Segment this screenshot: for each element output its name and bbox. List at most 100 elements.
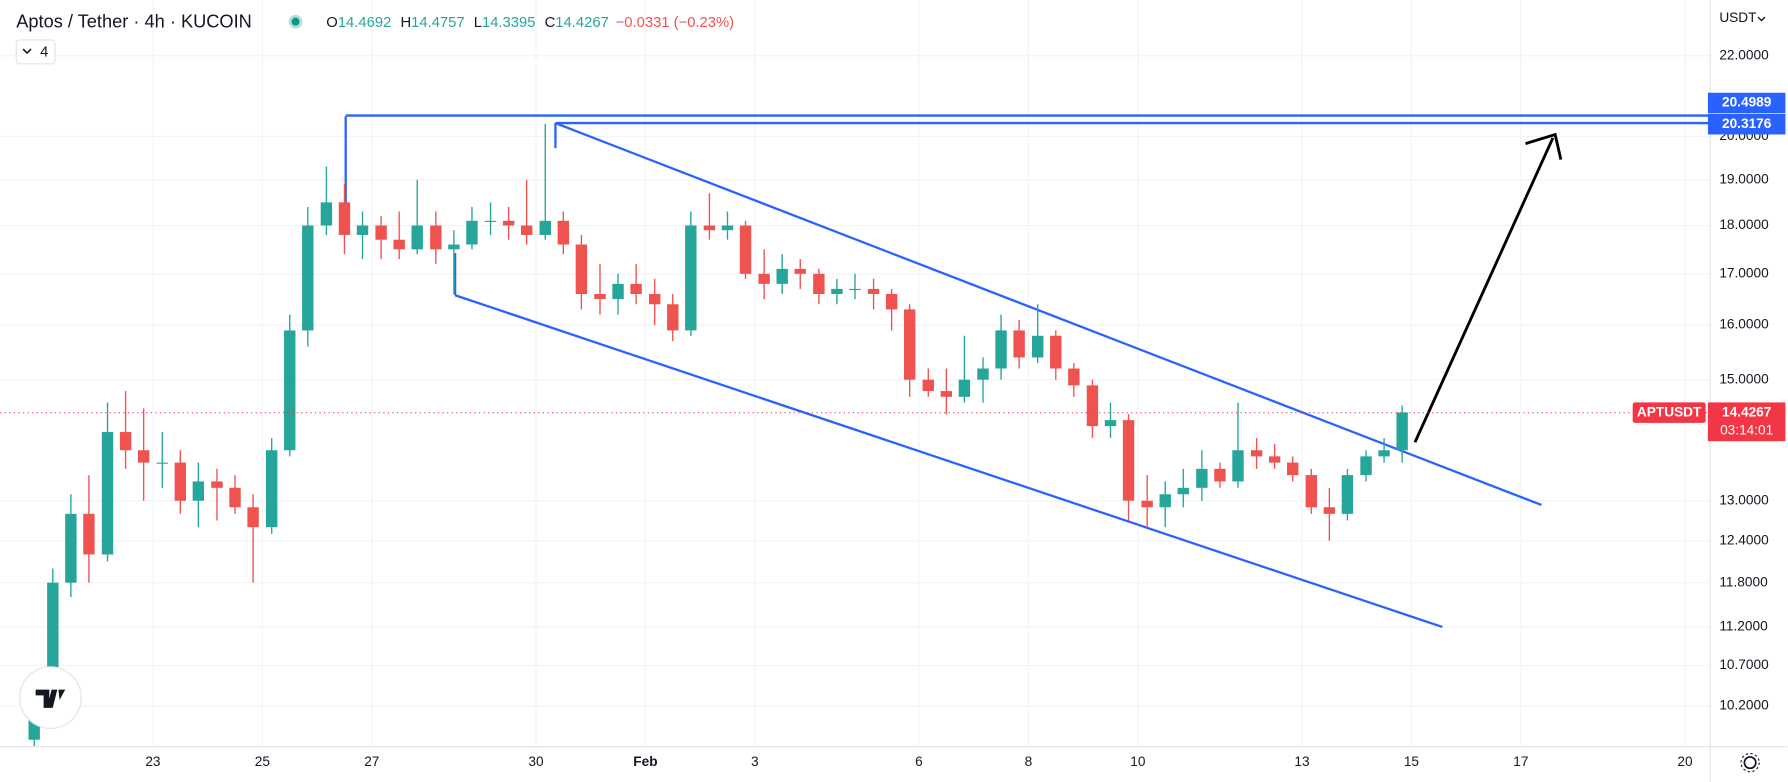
- candle-body: [831, 288, 843, 294]
- candle-body: [484, 220, 497, 222]
- x-tick-label: 3: [751, 754, 759, 769]
- x-tick-label: 20: [1677, 754, 1693, 769]
- candle-body: [302, 225, 314, 331]
- candle-body: [119, 432, 132, 451]
- y-tick-label: 15.0000: [1719, 371, 1769, 386]
- candle-body: [430, 225, 442, 250]
- candle-body: [630, 283, 642, 294]
- last-price-label: 14.4267: [1722, 404, 1771, 419]
- countdown-label: 03:14:01: [1720, 423, 1773, 438]
- candle-body: [174, 462, 187, 501]
- candle-body: [1086, 385, 1099, 427]
- candle-body: [721, 225, 734, 231]
- candle-body: [958, 379, 971, 397]
- candle-body: [284, 330, 296, 451]
- candle-body: [229, 487, 241, 508]
- candle-body: [192, 481, 205, 501]
- price-label-bg: [1707, 92, 1786, 114]
- x-tick-label: Feb: [633, 754, 657, 769]
- grid: [0, 0, 1711, 747]
- candle-body: [612, 283, 624, 300]
- settings-icon[interactable]: [1740, 752, 1760, 773]
- candle-body: [1013, 330, 1025, 358]
- candle-body: [1323, 507, 1336, 514]
- candle-body: [867, 288, 880, 294]
- indicator-toggle[interactable]: [15, 39, 56, 65]
- y-tick-label: 12.4000: [1719, 532, 1769, 547]
- candle-body: [1122, 420, 1135, 501]
- candle-body: [594, 293, 606, 300]
- y-tick-label: 11.2000: [1719, 618, 1768, 633]
- ohlc-readout: O14.4692 H14.4757 L14.3395 C14.4267 −0.0331 …: [326, 15, 734, 31]
- candle-body: [520, 225, 533, 235]
- candle-body: [1268, 456, 1281, 463]
- candle-body: [940, 391, 953, 397]
- candle-body: [211, 481, 223, 488]
- readout-label: C: [545, 15, 556, 31]
- candle-body: [977, 368, 989, 380]
- candle-body: [922, 379, 934, 392]
- candle-body: [1104, 420, 1117, 427]
- price-label: 20.3176: [1722, 116, 1772, 131]
- currency-label[interactable]: USDT: [1719, 10, 1757, 25]
- status-dot: [291, 17, 300, 26]
- candle-body: [137, 450, 150, 463]
- candle-body: [265, 450, 278, 528]
- x-tick-label: 30: [528, 754, 544, 769]
- candle-body: [47, 582, 59, 698]
- candle-body: [1305, 475, 1318, 508]
- x-tick-label: 8: [1025, 754, 1033, 769]
- candle-body: [247, 507, 259, 528]
- candle-body: [338, 202, 351, 235]
- readout-label: H: [400, 15, 411, 31]
- candle-body: [1141, 500, 1153, 508]
- candle-body: [539, 220, 551, 235]
- symbol-label-bg: [1632, 402, 1706, 423]
- candle-body: [885, 293, 898, 310]
- y-tick-label: 22.0000: [1719, 47, 1769, 62]
- candle-body: [1032, 335, 1044, 358]
- candle-body: [1287, 462, 1299, 476]
- candle-body: [1050, 335, 1062, 369]
- candle-body: [739, 225, 752, 274]
- candle-body: [649, 293, 661, 305]
- candle-body: [1214, 468, 1226, 482]
- candle-body: [65, 513, 77, 583]
- candle-body: [356, 225, 369, 235]
- x-tick-label: 13: [1294, 754, 1309, 769]
- candle-body: [776, 268, 788, 284]
- y-tick-label: 19.0000: [1719, 171, 1769, 186]
- candle-body: [1360, 456, 1372, 476]
- x-tick-label: 15: [1404, 754, 1420, 769]
- candle-body: [1378, 450, 1390, 457]
- candle-body: [156, 462, 168, 464]
- plot-area: [28, 114, 1711, 747]
- candle-body: [393, 239, 405, 250]
- candle-body: [667, 304, 679, 331]
- candle-body: [320, 202, 333, 226]
- readout-label: O: [326, 15, 338, 31]
- indicator-count: 4: [40, 44, 48, 60]
- channel-lower: [454, 294, 1443, 629]
- readout-value: 14.4267: [555, 15, 609, 31]
- candle-body: [849, 288, 861, 291]
- readout-value: 14.4757: [411, 15, 465, 31]
- x-tick-label: 23: [145, 754, 160, 769]
- candle-body: [101, 432, 114, 555]
- arrow-shaft: [1413, 137, 1555, 443]
- arrow-head: [1525, 132, 1563, 160]
- candle-body: [411, 225, 423, 250]
- chevron-icon: [22, 48, 32, 55]
- drawings: [344, 116, 1542, 629]
- candle-body: [794, 268, 806, 274]
- candle-body: [557, 220, 570, 245]
- candle-body: [1250, 450, 1263, 457]
- symbol-label: APTUSDT: [1637, 404, 1702, 419]
- x-tick-label: 10: [1130, 754, 1146, 769]
- y-tick-label: 17.0000: [1719, 265, 1769, 280]
- candle-body: [685, 225, 697, 331]
- y-tick-label: 18.0000: [1719, 217, 1769, 232]
- candle-body: [1159, 494, 1171, 508]
